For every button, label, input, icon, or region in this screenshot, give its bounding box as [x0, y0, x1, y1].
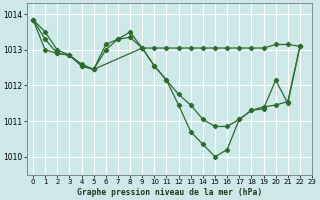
- X-axis label: Graphe pression niveau de la mer (hPa): Graphe pression niveau de la mer (hPa): [77, 188, 262, 197]
